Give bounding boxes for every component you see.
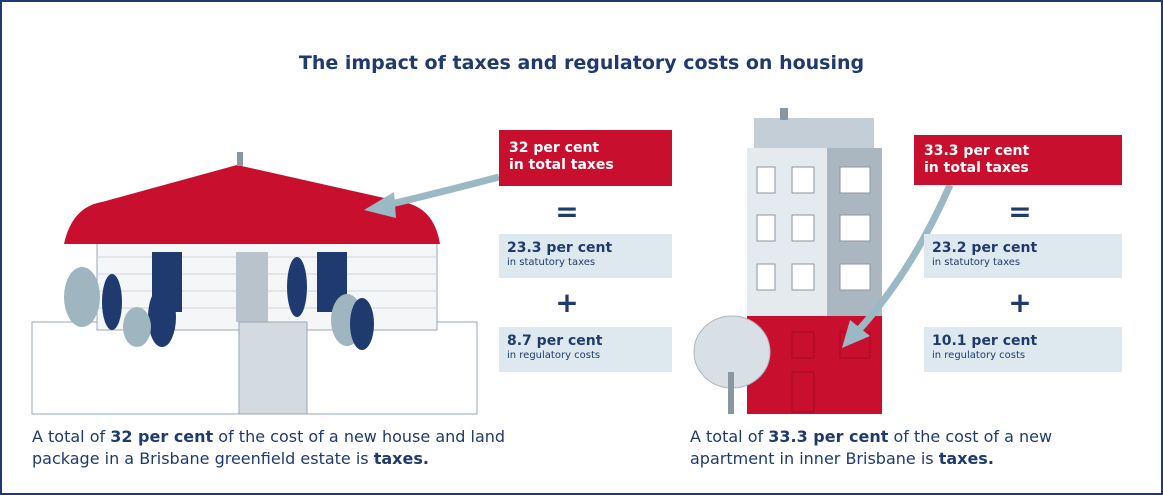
statutory-label: in statutory taxes — [507, 257, 596, 268]
total-label: in total taxes — [509, 157, 614, 173]
caption-text: of the cost of a new house and land pack… — [32, 427, 506, 468]
total-box: 33.3 per cent in total taxes — [914, 135, 1122, 185]
arrows — [364, 173, 954, 348]
apartment — [693, 108, 882, 414]
caption-highlight: taxes. — [373, 449, 429, 468]
statutory-box: 23.2 per cent in statutory taxes — [924, 234, 1122, 278]
statutory-amount: 23.3 per cent — [507, 240, 613, 256]
regulatory-box: 8.7 per cent in regulatory costs — [499, 327, 672, 372]
caption-highlight: 32 per cent — [110, 427, 214, 446]
regulatory-box: 10.1 per cent in regulatory costs — [924, 327, 1122, 372]
regulatory-amount: 10.1 per cent — [932, 333, 1038, 349]
statutory-amount: 23.2 per cent — [932, 240, 1038, 256]
plus: + — [1008, 286, 1032, 319]
caption-text: of the cost of a new apartment in inner … — [690, 427, 1053, 468]
statutory-box: 23.3 per cent in statutory taxes — [499, 234, 672, 278]
total-box: 32 per cent in total taxes — [499, 130, 672, 186]
total-amount: 33.3 per cent — [924, 143, 1030, 159]
caption: A total of 33.3 per cent of the cost of … — [690, 426, 1090, 470]
total-amount: 32 per cent — [509, 140, 600, 156]
plus: + — [555, 286, 579, 319]
caption-text: A total of — [32, 427, 111, 446]
equals: = — [555, 195, 579, 228]
caption-highlight: taxes. — [938, 449, 994, 468]
house — [31, 152, 478, 415]
caption: A total of 32 per cent of the cost of a … — [32, 426, 552, 470]
caption-text: A total of — [690, 427, 769, 446]
regulatory-label: in regulatory costs — [507, 350, 601, 361]
total-label: in total taxes — [924, 160, 1029, 176]
equals: = — [1008, 195, 1032, 228]
caption-highlight: 33.3 per cent — [768, 427, 889, 446]
statutory-label: in statutory taxes — [932, 257, 1021, 268]
regulatory-amount: 8.7 per cent — [507, 333, 603, 349]
regulatory-label: in regulatory costs — [932, 350, 1026, 361]
title: The impact of taxes and regulatory costs… — [298, 52, 865, 74]
